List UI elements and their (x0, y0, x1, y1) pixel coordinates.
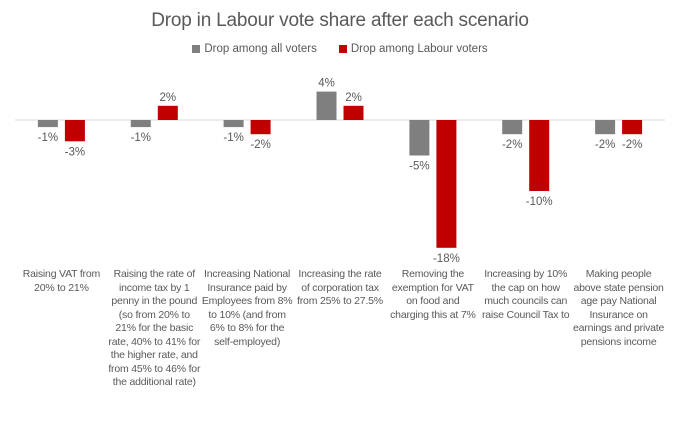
chart-legend: Drop among all voters Drop among Labour … (0, 43, 680, 55)
category-label-1: Raising VAT from 20% to 21% (22, 268, 101, 294)
data-label-all-voters-3: -1% (223, 132, 243, 144)
data-label-all-voters-2: -1% (131, 132, 151, 144)
data-label-all-voters-4: 4% (318, 78, 335, 90)
chart-title: Drop in Labour vote share after each sce… (151, 10, 529, 31)
bar-labour-voters-7 (622, 120, 643, 135)
bar-all-voters-5 (409, 120, 430, 156)
bar-all-voters-6 (502, 120, 523, 135)
category-label-6: Increasing by 10% the cap on how much co… (481, 268, 570, 321)
category-label-4: Increasing the rate of corporation tax f… (297, 268, 383, 307)
bar-all-voters-1 (37, 120, 58, 128)
bar-labour-voters-4 (343, 105, 364, 120)
legend-item-all-voters: Drop among all voters (192, 43, 317, 55)
legend-label-all-voters: Drop among all voters (204, 43, 317, 55)
bar-labour-voters-5 (436, 120, 457, 248)
category-label-2: Raising the rate of income tax by 1 penn… (108, 268, 201, 388)
data-label-labour-voters-4: 2% (345, 92, 362, 104)
data-label-labour-voters-3: -2% (250, 139, 270, 151)
legend-label-labour-voters: Drop among Labour voters (350, 43, 488, 55)
data-label-labour-voters-7: -2% (622, 139, 642, 151)
bar-labour-voters-6 (529, 120, 550, 191)
data-label-all-voters-7: -2% (595, 139, 615, 151)
bar-all-voters-4 (316, 91, 337, 120)
category-label-3: Increasing National Insurance paid by Em… (201, 268, 293, 348)
data-label-all-voters-6: -2% (502, 139, 522, 151)
data-label-labour-voters-6: -10% (526, 196, 553, 208)
category-label-5: Removing the exemption for VAT on food a… (390, 268, 476, 321)
legend-item-labour-voters: Drop among Labour voters (338, 43, 488, 55)
legend-swatch-labour-voters (338, 45, 347, 53)
bar-all-voters-2 (130, 120, 151, 128)
data-label-labour-voters-5: -18% (433, 253, 460, 265)
legend-swatch-all-voters (192, 45, 201, 53)
bar-all-voters-3 (223, 120, 244, 128)
category-label-7: Making people above state pension age pa… (573, 268, 665, 348)
data-label-all-voters-5: -5% (409, 161, 429, 173)
bar-labour-voters-2 (157, 105, 178, 120)
data-label-all-voters-1: -1% (38, 132, 58, 144)
data-label-labour-voters-1: -3% (65, 146, 85, 158)
bar-labour-voters-1 (64, 120, 85, 142)
data-label-labour-voters-2: 2% (159, 92, 176, 104)
bar-all-voters-7 (595, 120, 616, 135)
bar-labour-voters-3 (250, 120, 271, 135)
